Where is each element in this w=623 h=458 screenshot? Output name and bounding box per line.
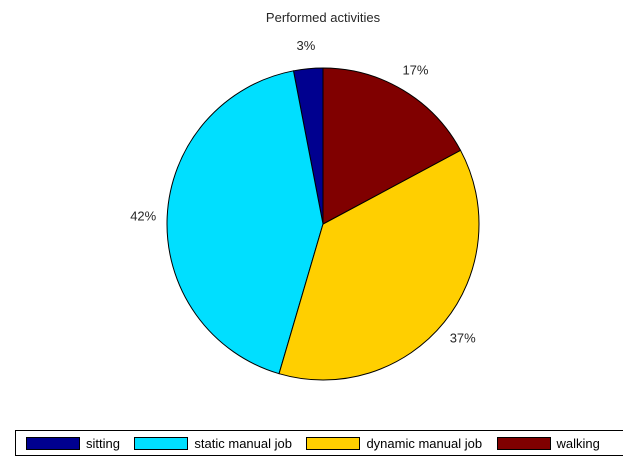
legend-swatch-static-manual-job [134, 436, 189, 450]
legend-item-dynamic-manual-job: dynamic manual job [296, 431, 482, 455]
legend-swatch-walking [496, 436, 551, 450]
slice-label-dynamic-manual-job: 37% [450, 330, 476, 345]
pie-slice-static-manual-job [166, 70, 324, 375]
legend-item-walking: walking [487, 431, 600, 455]
legend-item-sitting: sitting [16, 431, 120, 455]
pie-slice-dynamic-manual-job [278, 149, 480, 381]
slice-label-walking: 17% [402, 63, 428, 78]
legend-label-dynamic-manual-job: dynamic manual job [366, 435, 483, 451]
legend-label-walking: walking [556, 435, 600, 451]
pie-chart: Performed activities 3% 42% 37% 17% [130, 10, 480, 381]
legend-item-static-manual-job: static manual job [124, 431, 292, 455]
pie-slice-walking [322, 67, 462, 225]
legend-label-sitting: sitting [86, 435, 120, 451]
slice-label-static-manual-job: 42% [130, 208, 156, 223]
slice-label-sitting: 3% [296, 38, 315, 53]
pie-labels: 3% 42% 37% 17% [130, 38, 476, 346]
legend-swatch-dynamic-manual-job [306, 436, 361, 450]
legend-swatch-sitting [26, 436, 80, 450]
pie-slices [166, 67, 480, 381]
legend: sitting static manual job dynamic manual… [15, 430, 623, 456]
chart-title: Performed activities [266, 10, 381, 25]
legend-label-static-manual-job: static manual job [194, 435, 292, 451]
